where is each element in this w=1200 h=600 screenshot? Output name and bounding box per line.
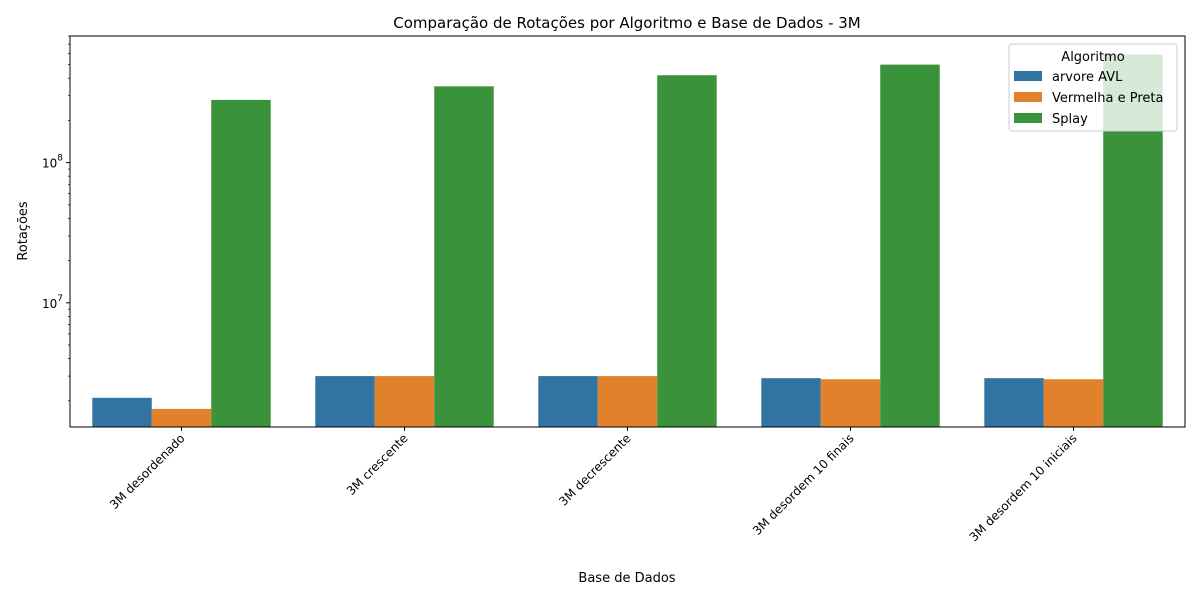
bar-arvore-avl-2	[538, 376, 598, 427]
bar-vermelha-e-preta-2	[597, 376, 658, 427]
bar-arvore-avl-3	[761, 378, 821, 427]
y-tick-label: 108	[42, 154, 63, 171]
bar-vermelha-e-preta-0	[151, 408, 212, 427]
bar-splay-0	[211, 99, 271, 427]
legend-label: arvore AVL	[1052, 70, 1123, 85]
bar-splay-2	[657, 75, 717, 427]
legend-items: arvore AVL Vermelha e Preta Splay	[1014, 70, 1163, 127]
bar-arvore-avl-1	[315, 376, 375, 427]
x-tick-label: 3M decrescente	[556, 431, 633, 508]
bar-vermelha-e-preta-3	[820, 379, 881, 427]
bar-arvore-avl-0	[92, 397, 152, 427]
legend: Algoritmo arvore AVL Vermelha e Preta Spla…	[1008, 43, 1178, 132]
plot-area	[92, 54, 1163, 428]
legend-title: Algoritmo	[1061, 50, 1124, 65]
x-tick-label: 3M desordem 10 iniciais	[967, 431, 1080, 544]
bar-splay-3	[880, 64, 940, 428]
legend-label: Splay	[1052, 112, 1088, 127]
legend-label: Vermelha e Preta	[1052, 91, 1163, 106]
y-axis: 107 108	[42, 35, 70, 402]
bar-arvore-avl-4	[984, 378, 1044, 427]
legend-swatch-arvore-avl	[1014, 71, 1042, 81]
x-tick-label: 3M crescente	[344, 431, 411, 498]
bar-splay-1	[434, 86, 494, 427]
x-tick-label: 3M desordem 10 finais	[750, 431, 857, 538]
legend-swatch-vermelha-e-preta	[1014, 92, 1042, 102]
x-axis-label: Base de Dados	[578, 571, 675, 586]
legend-swatch-splay	[1014, 113, 1042, 123]
bar-vermelha-e-preta-1	[374, 376, 435, 427]
legend-box	[1008, 43, 1178, 132]
x-tick-label: 3M desordenado	[107, 431, 188, 512]
y-axis-label: Rotações	[16, 201, 31, 261]
bar-vermelha-e-preta-4	[1043, 379, 1104, 427]
y-tick-label: 107	[42, 294, 63, 311]
x-axis: 3M desordenado 3M crescente 3M decrescente…	[107, 427, 1080, 544]
chart-title: Comparação de Rotações por Algoritmo e B…	[393, 14, 861, 32]
